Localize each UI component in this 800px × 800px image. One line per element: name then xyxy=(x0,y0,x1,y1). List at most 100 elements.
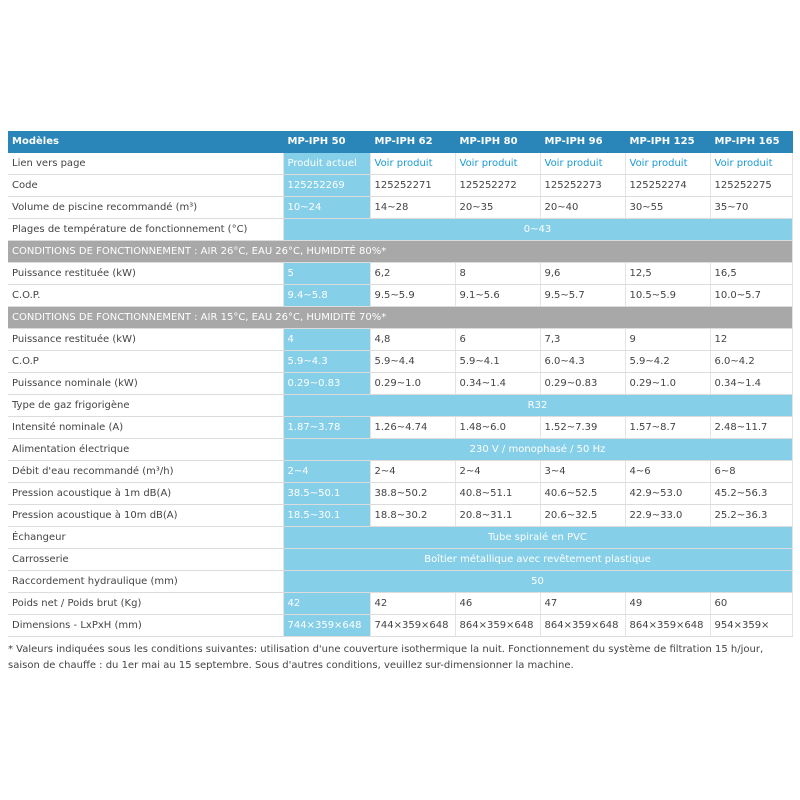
cell-value: 864×359×648 xyxy=(540,614,626,637)
merged-value: 0~43 xyxy=(283,218,793,241)
cell-value: 744×359×648 xyxy=(283,614,371,637)
cell-value: 46 xyxy=(455,592,541,615)
cell-value: 30~55 xyxy=(625,196,711,219)
row-label: Pression acoustique à 10m dB(A) xyxy=(8,504,284,527)
cell-value: 0.29~1.0 xyxy=(370,372,456,395)
cell-value: 0.34~1.4 xyxy=(710,372,793,395)
section-heading: CONDITIONS DE FONCTIONNEMENT : AIR 15°C,… xyxy=(8,306,793,329)
table-row: Puissance restituée (kW) 4 4,8 6 7,3 9 12 xyxy=(8,328,793,351)
cell-value: 45.2~56.3 xyxy=(710,482,793,505)
row-label: Plages de température de fonctionnement … xyxy=(8,218,284,241)
cell-value: 10.5~5.9 xyxy=(625,284,711,307)
cell-value: 40.6~52.5 xyxy=(540,482,626,505)
row-label: Lien vers page xyxy=(8,152,284,175)
cell-value: 5.9~4.1 xyxy=(455,350,541,373)
cell-value: 42 xyxy=(370,592,456,615)
cell-value: 3~4 xyxy=(540,460,626,483)
cell-value: 125252275 xyxy=(710,174,793,197)
header-row: Modèles MP-IPH 50 MP-IPH 62 MP-IPH 80 MP-IPH… xyxy=(8,131,793,153)
product-link[interactable]: Voir produit xyxy=(625,152,711,175)
table-row: Alimentation électrique 230 V / monophasé… xyxy=(8,438,793,461)
cell-value: 18.8~30.2 xyxy=(370,504,456,527)
cell-value: 16,5 xyxy=(710,262,793,285)
cell-value: 9,6 xyxy=(540,262,626,285)
row-label: Échangeur xyxy=(8,526,284,549)
model-header: MP-IPH 80 xyxy=(455,131,541,153)
cell-value: 125252274 xyxy=(625,174,711,197)
section-heading: CONDITIONS DE FONCTIONNEMENT : AIR 26°C,… xyxy=(8,240,793,263)
merged-value: 230 V / monophasé / 50 Hz xyxy=(283,438,793,461)
product-link[interactable]: Voir produit xyxy=(540,152,626,175)
cell-value: 1.26~4.74 xyxy=(370,416,456,439)
table-row: Code 125252269 125252271 125252272 125252273… xyxy=(8,174,793,197)
table-row: Pression acoustique à 10m dB(A) 18.5~30.1… xyxy=(8,504,793,527)
row-label: Raccordement hydraulique (mm) xyxy=(8,570,284,593)
model-header: MP-IPH 125 xyxy=(625,131,711,153)
cell-value: 4,8 xyxy=(370,328,456,351)
table-row: Débit d'eau recommandé (m³/h) 2~4 2~4 2~4 3~… xyxy=(8,460,793,483)
row-label: Puissance restituée (kW) xyxy=(8,262,284,285)
cell-value: Produit actuel xyxy=(283,152,371,175)
merged-value: Boîtier métallique avec revêtement plast… xyxy=(283,548,793,571)
cell-value: 0.29~0.83 xyxy=(283,372,371,395)
row-label: Débit d'eau recommandé (m³/h) xyxy=(8,460,284,483)
table-row: Volume de piscine recommandé (m³) 10~24 14… xyxy=(8,196,793,219)
row-label: Alimentation électrique xyxy=(8,438,284,461)
model-header: MP-IPH 62 xyxy=(370,131,456,153)
cell-value: 1.87~3.78 xyxy=(283,416,371,439)
cell-value: 14~28 xyxy=(370,196,456,219)
cell-value: 49 xyxy=(625,592,711,615)
table-row: Raccordement hydraulique (mm) 50 xyxy=(8,570,793,593)
cell-value: 6 xyxy=(455,328,541,351)
table-row: Lien vers page Produit actuel Voir produit… xyxy=(8,152,793,175)
cell-value: 1.52~7.39 xyxy=(540,416,626,439)
footnote: * Valeurs indiquées sous les conditions … xyxy=(8,644,764,671)
cell-value: 20.6~32.5 xyxy=(540,504,626,527)
cell-value: 0.29~1.0 xyxy=(625,372,711,395)
cell-value: 9 xyxy=(625,328,711,351)
table-row: Carrosserie Boîtier métallique avec revêt… xyxy=(8,548,793,571)
row-label: C.O.P. xyxy=(8,284,284,307)
cell-value: 2~4 xyxy=(455,460,541,483)
spec-table: Modèles MP-IPH 50 MP-IPH 62 MP-IPH 80 MP-IPH… xyxy=(8,131,793,637)
cell-value: 0.29~0.83 xyxy=(540,372,626,395)
cell-value: 60 xyxy=(710,592,793,615)
cell-value: 42.9~53.0 xyxy=(625,482,711,505)
cell-value: 22.9~33.0 xyxy=(625,504,711,527)
cell-value: 38.5~50.1 xyxy=(283,482,371,505)
cell-value: 20~35 xyxy=(455,196,541,219)
cell-value: 0.34~1.4 xyxy=(455,372,541,395)
cell-value: 5 xyxy=(283,262,371,285)
product-link[interactable]: Voir produit xyxy=(710,152,793,175)
cell-value: 9.4~5.8 xyxy=(283,284,371,307)
cell-value: 2~4 xyxy=(370,460,456,483)
cell-value: 9.1~5.6 xyxy=(455,284,541,307)
product-link[interactable]: Voir produit xyxy=(455,152,541,175)
product-link[interactable]: Voir produit xyxy=(370,152,456,175)
cell-value: 10.0~5.7 xyxy=(710,284,793,307)
cell-value: 125252273 xyxy=(540,174,626,197)
row-label: Puissance restituée (kW) xyxy=(8,328,284,351)
row-label: Volume de piscine recommandé (m³) xyxy=(8,196,284,219)
table-body: Lien vers page Produit actuel Voir produit… xyxy=(8,152,793,637)
table-row: Type de gaz frigorigène R32 xyxy=(8,394,793,417)
cell-value: 125252271 xyxy=(370,174,456,197)
table-row: Poids net / Poids brut (Kg) 42 42 46 47 49 60 xyxy=(8,592,793,615)
cell-value: 864×359×648 xyxy=(455,614,541,637)
table-row: Plages de température de fonctionnement … xyxy=(8,218,793,241)
row-label: Carrosserie xyxy=(8,548,284,571)
cell-value: 6~8 xyxy=(710,460,793,483)
table-row: Pression acoustique à 1m dB(A) 38.5~50.1 3… xyxy=(8,482,793,505)
cell-value: 7,3 xyxy=(540,328,626,351)
row-label: Pression acoustique à 1m dB(A) xyxy=(8,482,284,505)
cell-value: 4~6 xyxy=(625,460,711,483)
table-row: Puissance restituée (kW) 5 6,2 8 9,6 12,5 16,5 xyxy=(8,262,793,285)
cell-value: 5.9~4.2 xyxy=(625,350,711,373)
cell-value: 1.57~8.7 xyxy=(625,416,711,439)
cell-value: 864×359×648 xyxy=(625,614,711,637)
row-label: C.O.P xyxy=(8,350,284,373)
table-row: C.O.P. 9.4~5.8 9.5~5.9 9.1~5.6 9.5~5.7 10.5~5… xyxy=(8,284,793,307)
table-row: CONDITIONS DE FONCTIONNEMENT : AIR 15°C,… xyxy=(8,306,793,329)
cell-value: 5.9~4.3 xyxy=(283,350,371,373)
